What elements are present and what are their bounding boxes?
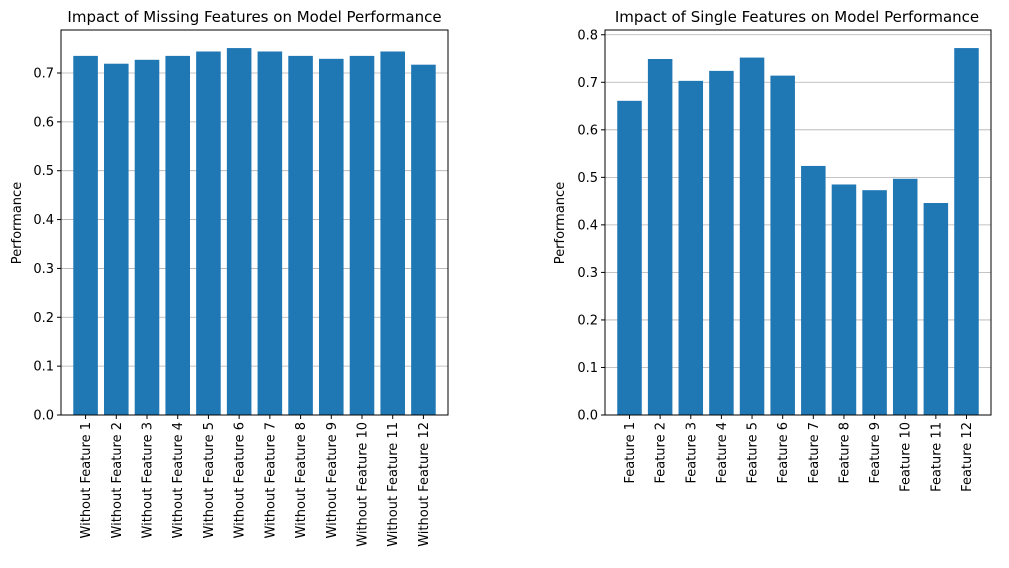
x-tick-label: Feature 8	[837, 422, 852, 484]
bar	[709, 70, 734, 416]
y-tick-label: 0.7	[577, 76, 598, 91]
bar	[892, 178, 918, 415]
bar	[288, 55, 313, 416]
bar	[954, 48, 979, 415]
x-tick-label: Feature 7	[807, 422, 822, 484]
y-axis-label: Performance	[553, 182, 568, 264]
x-tick-label: Feature 12	[960, 422, 975, 492]
bar	[319, 58, 344, 415]
x-tick-label: Without Feature 2	[110, 422, 125, 538]
y-ticks: 0.0 0.1 0.2 0.3 0.4 0.5 0.6 0.7 0.8	[577, 28, 605, 424]
y-tick-label: 0.1	[577, 361, 598, 376]
chart-title: Impact of Single Features on Model Perfo…	[615, 8, 979, 26]
bar	[617, 100, 642, 415]
y-ticks: 0.0 0.1 0.2 0.3 0.4 0.5 0.6 0.7	[33, 66, 61, 424]
y-axis-label: Performance	[10, 182, 25, 264]
bar	[411, 64, 436, 415]
x-tick-label: Feature 11	[929, 422, 944, 492]
bar	[923, 203, 949, 415]
x-tick-label: Feature 5	[746, 422, 761, 484]
bar	[380, 51, 405, 415]
x-tick-label: Feature 9	[868, 422, 883, 484]
y-tick-label: 0.2	[577, 313, 598, 328]
y-tick-label: 0.0	[577, 409, 598, 424]
bar	[739, 57, 765, 415]
axes-frame	[604, 29, 992, 416]
x-tick-label: Without Feature 5	[202, 422, 217, 538]
y-tick-label: 0.7	[33, 66, 54, 81]
chart-single-features: Impact of Single Features on Model Perfo…	[553, 8, 992, 492]
chart-missing-features: Impact of Missing Features on Model Perf…	[10, 8, 449, 547]
x-tick-label: Without Feature 3	[141, 422, 156, 538]
y-tick-label: 0.4	[577, 218, 598, 233]
x-tick-label: Without Feature 12	[417, 422, 432, 547]
bar	[349, 55, 375, 416]
bar	[862, 190, 887, 415]
y-tick-label: 0.2	[33, 311, 54, 326]
bar	[196, 51, 221, 415]
x-tick-label: Without Feature 6	[233, 422, 248, 538]
x-tick-label: Without Feature 8	[294, 422, 309, 538]
y-tick-label: 0.5	[33, 164, 54, 179]
bar	[678, 80, 704, 415]
chart-title: Impact of Missing Features on Model Perf…	[67, 8, 441, 26]
bars	[617, 48, 979, 416]
x-tick-label: Without Feature 7	[263, 422, 278, 538]
y-tick-label: 0.3	[577, 266, 598, 281]
bar	[647, 58, 673, 415]
y-tick-label: 0.6	[33, 115, 54, 130]
y-tick-label: 0.0	[33, 409, 54, 424]
bar	[801, 165, 826, 415]
bar	[73, 55, 98, 416]
y-tick-label: 0.5	[577, 171, 598, 186]
x-tick-label: Without Feature 10	[356, 422, 371, 547]
x-tick-label: Feature 3	[684, 422, 699, 484]
bar	[226, 48, 252, 415]
y-tick-label: 0.3	[33, 262, 54, 277]
bar	[831, 184, 857, 415]
x-tick-label: Without Feature 1	[79, 422, 94, 538]
axes-frame	[60, 29, 449, 416]
x-ticks: Feature 1 Feature 2 Feature 3 Feature 4 Feat…	[623, 415, 975, 492]
x-tick-label: Feature 10	[899, 422, 914, 492]
x-tick-label: Without Feature 4	[171, 422, 186, 538]
x-tick-label: Feature 4	[715, 422, 730, 484]
y-tick-label: 0.1	[33, 360, 54, 375]
x-tick-label: Feature 2	[654, 422, 669, 484]
bar	[134, 59, 160, 416]
x-tick-label: Feature 6	[776, 422, 791, 484]
x-tick-label: Feature 1	[623, 422, 638, 484]
y-tick-label: 0.6	[577, 123, 598, 138]
y-tick-label: 0.4	[33, 213, 54, 228]
bar	[770, 75, 795, 415]
x-ticks: Without Feature 1 Without Feature 2 Withou…	[79, 415, 432, 547]
x-tick-label: Without Feature 11	[386, 422, 401, 547]
bar	[165, 55, 190, 416]
bar	[257, 51, 283, 415]
y-tick-label: 0.8	[577, 28, 598, 43]
bars	[73, 48, 436, 416]
bar	[104, 63, 129, 416]
x-tick-label: Without Feature 9	[325, 422, 340, 538]
